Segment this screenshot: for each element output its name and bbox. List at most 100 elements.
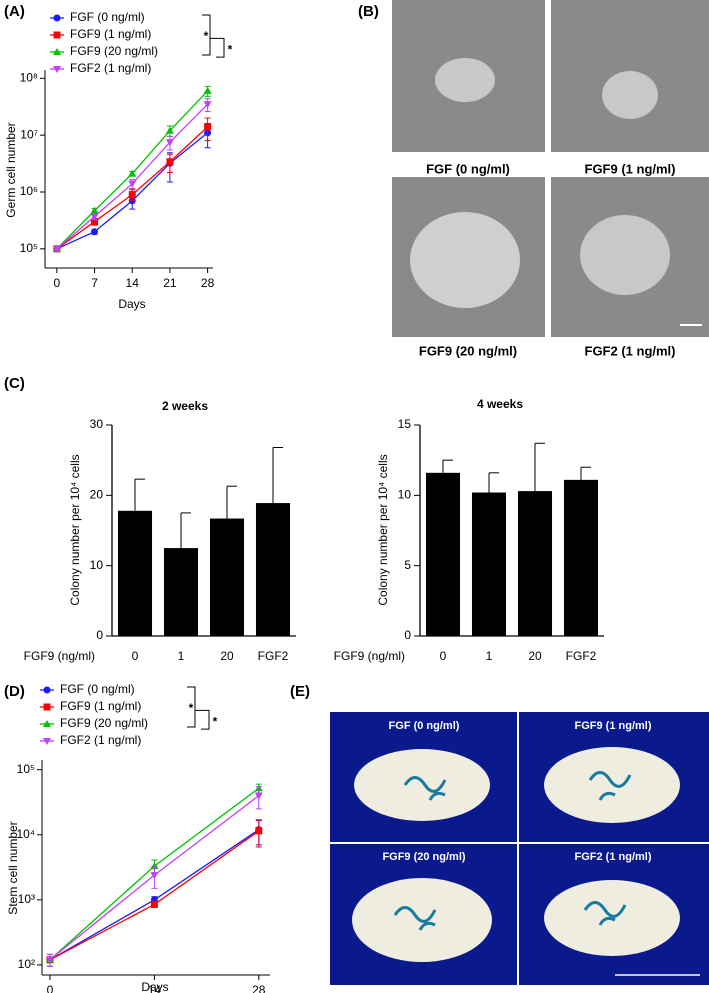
- legend-marker: [53, 66, 61, 73]
- y-axis-title: Germ cell number: [4, 122, 18, 217]
- x-axis-title: FGF9 (ng/ml): [24, 649, 95, 663]
- marker: [203, 101, 212, 109]
- panel-label: (C): [4, 375, 25, 392]
- significance-bracket: [195, 709, 210, 730]
- y-tick-label: 10⁴: [16, 827, 35, 841]
- legend-label: FGF2 (1 ng/ml): [70, 61, 151, 75]
- y-tick-label: 10²: [18, 957, 35, 971]
- marker: [150, 900, 158, 908]
- legend-label: FGF2 (1 ng/ml): [60, 733, 141, 747]
- x-tick-label: 7: [91, 276, 98, 290]
- y-tick-label: 10⁸: [20, 70, 38, 84]
- colony: [602, 71, 658, 119]
- y-tick-label: 20: [90, 488, 104, 502]
- marker: [128, 180, 137, 188]
- marker: [90, 206, 99, 214]
- y-tick-label: 10: [90, 558, 104, 572]
- stain: [393, 906, 437, 931]
- y-tick-label: 10: [398, 488, 412, 502]
- marker: [91, 218, 99, 226]
- legend-label: FGF (0 ng/ml): [60, 682, 135, 696]
- micrographs: [392, 0, 709, 337]
- bar: [163, 548, 199, 636]
- legend-marker: [43, 703, 51, 711]
- marker: [128, 191, 136, 199]
- x-tick-label: 20: [220, 649, 234, 663]
- testis: [544, 747, 680, 823]
- panel-label: (E): [290, 683, 310, 700]
- colony: [580, 215, 670, 295]
- series-line: [49, 829, 260, 961]
- x-tick-label: 0: [440, 649, 447, 663]
- micrograph-caption: FGF2 (1 ng/ml): [585, 343, 676, 358]
- marker: [255, 827, 263, 835]
- y-tick-label: 0: [96, 628, 103, 642]
- micrograph-caption: FGF9 (1 ng/ml): [585, 161, 676, 176]
- marker: [91, 228, 99, 236]
- colony: [410, 212, 520, 308]
- image-caption: FGF9 (20 ng/ml): [382, 851, 465, 863]
- panel-label: (D): [4, 683, 25, 700]
- x-axis-title: Days: [118, 297, 145, 311]
- marker: [166, 158, 174, 166]
- legend-marker: [43, 720, 51, 727]
- stain: [583, 901, 627, 926]
- marker: [203, 86, 212, 94]
- chart-title: 2 weeks: [162, 399, 208, 413]
- x-tick-label: 1: [486, 649, 493, 663]
- x-tick-label: 28: [252, 983, 266, 993]
- x-tick-label: 14: [148, 983, 162, 993]
- y-tick-label: 30: [90, 417, 104, 431]
- bar: [425, 472, 461, 636]
- legend-marker: [53, 48, 61, 55]
- marker: [90, 213, 99, 221]
- x-tick-label: 0: [47, 983, 54, 993]
- bar: [471, 492, 507, 636]
- marker: [45, 956, 54, 964]
- bar: [117, 510, 153, 636]
- stain: [403, 776, 447, 801]
- micrograph-caption: FGF9 (20 ng/ml): [419, 343, 517, 358]
- significance: *: [204, 29, 209, 43]
- x-tick-label: 0: [54, 276, 61, 290]
- significance-bracket: [187, 686, 196, 728]
- legend-marker: [43, 738, 51, 745]
- bar: [563, 479, 599, 636]
- legend-marker: [43, 686, 51, 694]
- x-tick-label: 1: [178, 649, 185, 663]
- bar: [517, 491, 553, 636]
- significance-bracket: [202, 14, 211, 56]
- y-axis-title: Colony number per 10⁴ cells: [68, 454, 82, 605]
- x-tick-label: 28: [201, 276, 215, 290]
- x-tick-label: 0: [132, 649, 139, 663]
- x-tick-label: FGF2: [258, 649, 289, 663]
- y-tick-label: 10⁷: [20, 127, 38, 141]
- significance: *: [213, 714, 218, 728]
- legend-label: FGF9 (1 ng/ml): [60, 699, 141, 713]
- x-axis-title: FGF9 (ng/ml): [334, 649, 405, 663]
- panel-label: (A): [4, 3, 25, 20]
- y-tick-label: 10⁵: [20, 241, 38, 255]
- testis: [354, 749, 490, 821]
- y-tick-label: 5: [404, 558, 411, 572]
- y-axis-title: Stem cell number: [6, 821, 20, 914]
- y-tick-label: 10³: [18, 892, 35, 906]
- legend-label: FGF9 (20 ng/ml): [70, 44, 158, 58]
- image-caption: FGF (0 ng/ml): [389, 720, 460, 732]
- marker: [204, 123, 212, 131]
- legend-label: FGF (0 ng/ml): [70, 10, 145, 24]
- significance-bracket: [210, 37, 225, 58]
- marker: [52, 245, 61, 253]
- legend-marker: [53, 31, 61, 39]
- marker: [128, 169, 137, 177]
- image-caption: FGF9 (1 ng/ml): [575, 720, 652, 732]
- marker: [254, 792, 263, 800]
- stain: [588, 771, 632, 801]
- y-tick-label: 0: [404, 628, 411, 642]
- colony: [435, 58, 495, 102]
- marker: [150, 872, 159, 880]
- bar: [209, 518, 245, 636]
- significance: *: [228, 42, 233, 56]
- y-tick-label: 10⁶: [20, 184, 38, 198]
